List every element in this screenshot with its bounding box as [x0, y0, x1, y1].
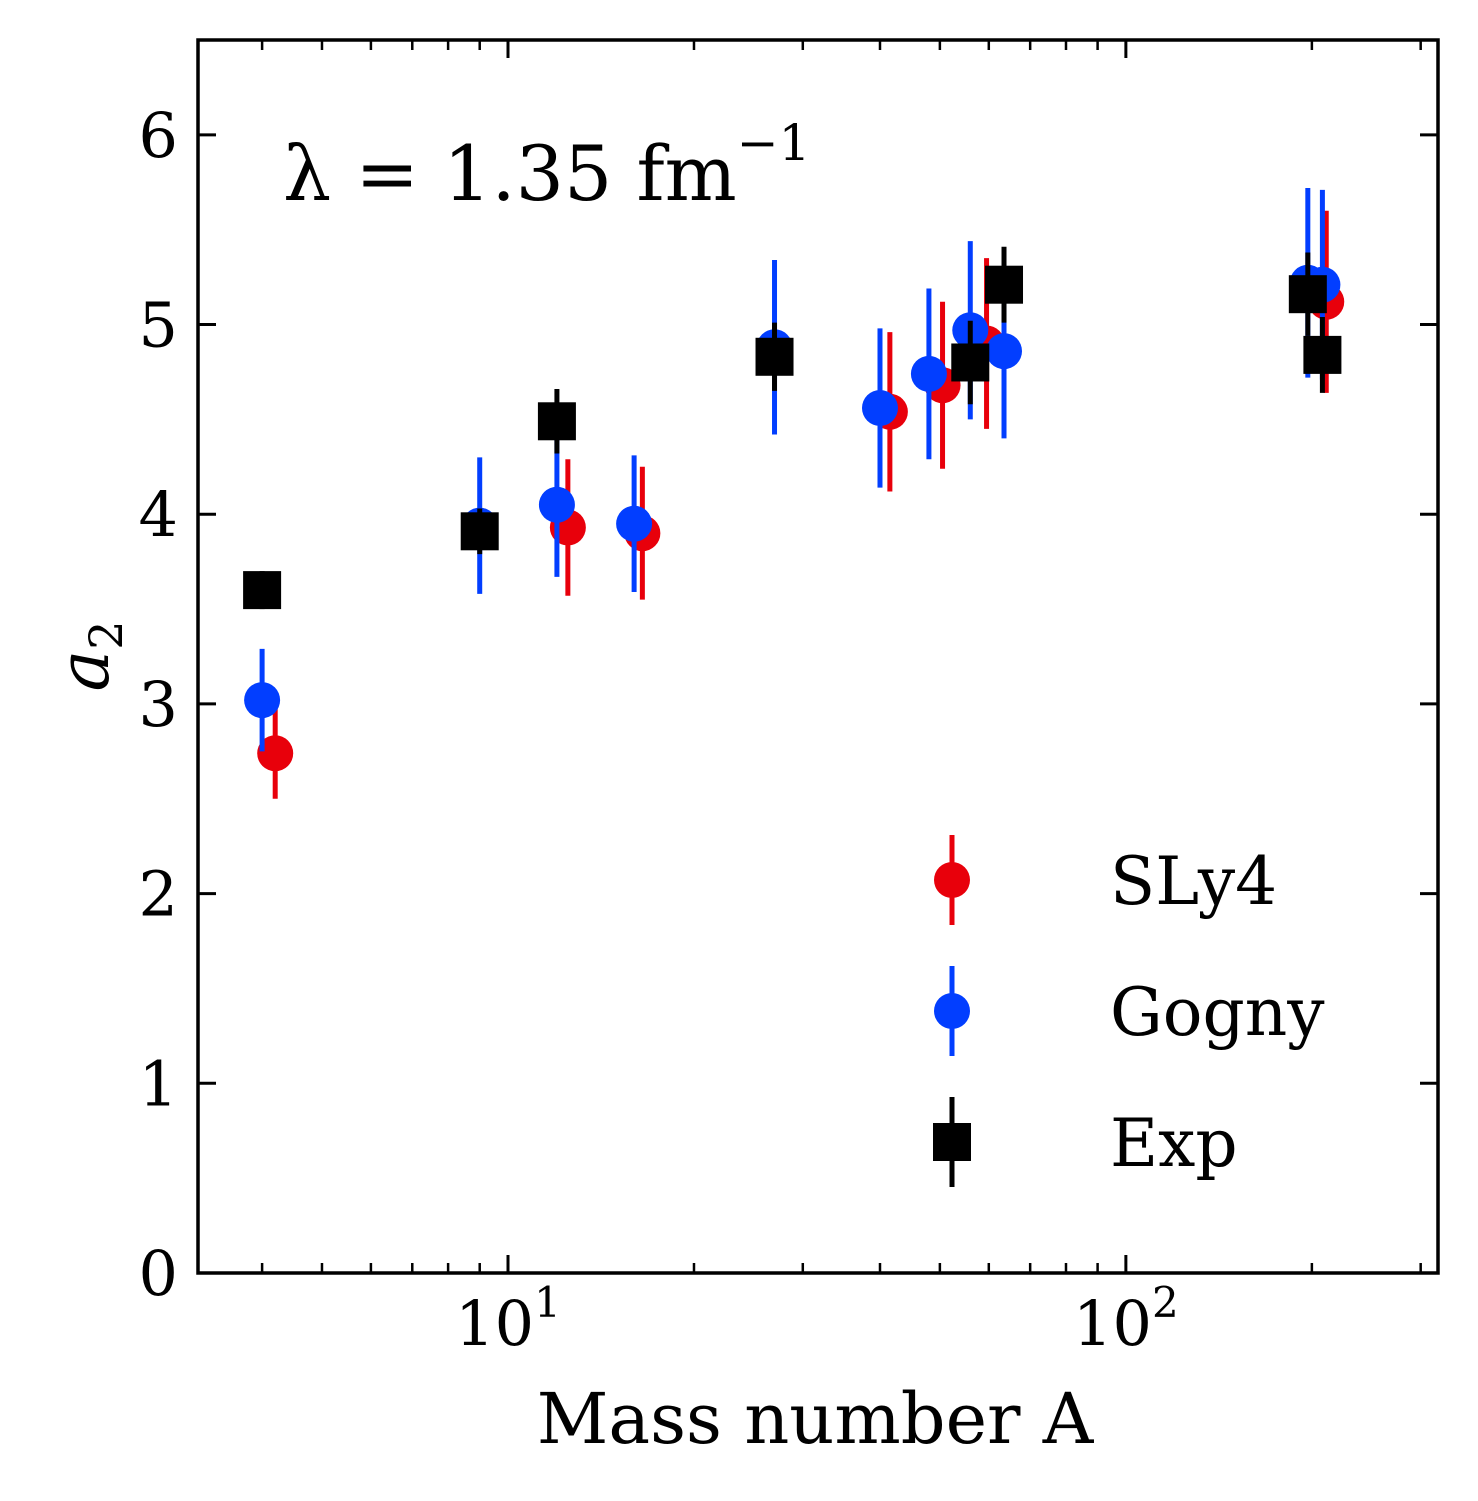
data-point-circle: [244, 682, 281, 719]
tick-layer: [198, 40, 1438, 1275]
data-point-circle: [257, 735, 294, 772]
data-point-square: [243, 571, 282, 610]
data-layer: [243, 187, 1345, 799]
lambda-annotation-text: λ = 1.35 fm: [283, 129, 737, 218]
lambda-annotation: λ = 1.35 fm−1: [283, 114, 810, 218]
data-point-circle: [910, 355, 947, 392]
series-gogny: [244, 187, 1341, 752]
y-axis-label-subscript: 2: [79, 620, 133, 649]
x-tick-label: 102: [1073, 1278, 1179, 1360]
legend-marker-circle: [934, 862, 970, 898]
data-point-square: [537, 402, 576, 441]
y-tick-label: 6: [139, 99, 178, 172]
plot-frame: [196, 38, 1440, 1275]
data-point-square: [985, 265, 1024, 304]
legend-label: Gogny: [1110, 974, 1325, 1051]
y-tick-label: 5: [139, 289, 178, 362]
legend-label: Exp: [1110, 1105, 1238, 1182]
legend-label: SLy4: [1110, 843, 1277, 920]
series-sly4: [257, 210, 1345, 799]
data-point-square: [755, 337, 794, 376]
legend-entry-gogny: Gogny: [934, 966, 1325, 1056]
y-tick-label: 4: [139, 478, 178, 551]
legend: SLy4 Gogny Exp: [933, 835, 1325, 1187]
data-point-square: [460, 512, 499, 551]
legend-entry-sly4: SLy4: [934, 835, 1277, 925]
data-point-circle: [616, 505, 653, 542]
data-point-circle: [861, 390, 898, 427]
legend-marker-circle: [934, 993, 970, 1029]
y-tick-labels: 0 1 2 3 4 5 6: [139, 99, 178, 1310]
legend-marker-square: [933, 1123, 971, 1161]
series-exp: [243, 246, 1342, 610]
y-tick-label: 3: [139, 668, 178, 741]
data-point-square: [951, 343, 990, 382]
data-point-square: [1303, 335, 1342, 374]
x-tick-labels: 101 102: [455, 1278, 1179, 1360]
x-tick-label: 101: [455, 1278, 561, 1360]
data-point-circle: [986, 333, 1023, 370]
legend-entry-exp: Exp: [933, 1097, 1238, 1187]
y-tick-label: 1: [139, 1047, 178, 1120]
y-tick-label: 0: [139, 1237, 178, 1310]
data-point-square: [1288, 275, 1327, 314]
y-tick-label: 2: [139, 858, 178, 931]
x-axis-label: Mass number A: [537, 1378, 1095, 1460]
lambda-annotation-exponent: −1: [737, 114, 811, 172]
y-axis-label: a2: [43, 620, 133, 691]
data-point-circle: [538, 486, 575, 523]
y-axis-label-symbol: a: [43, 650, 125, 692]
